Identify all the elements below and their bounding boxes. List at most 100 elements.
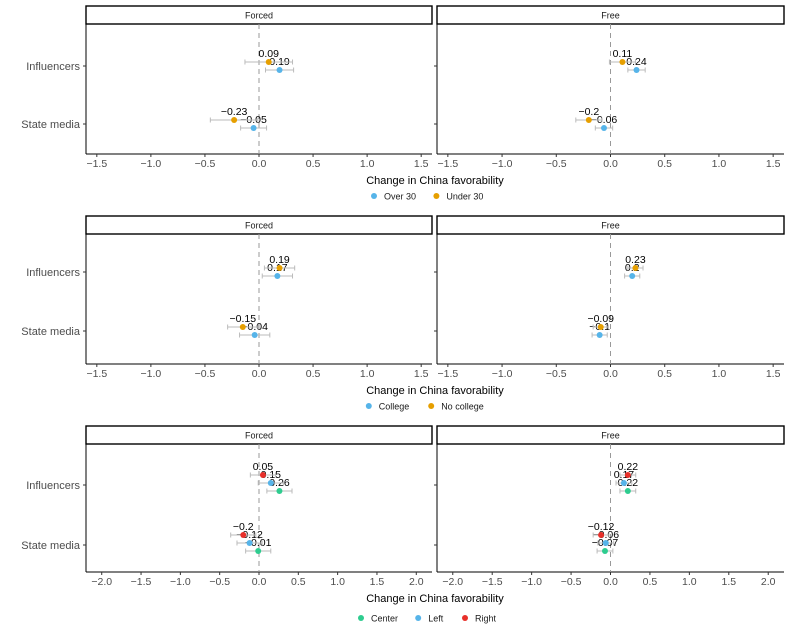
chart3-legend-swatch-center <box>358 615 364 621</box>
chart1-free-over-30-influencers-point <box>633 67 640 73</box>
chart2-forced-x-tick-label: 0.0 <box>252 368 267 380</box>
chart2-free-no-college-influencers-data-label: 0.23 <box>625 254 646 266</box>
chart1-free-x-tick-label: −1.5 <box>437 158 458 170</box>
chart1-free-x-tick-label: −0.5 <box>546 158 567 170</box>
chart3-forced-strip-label: Forced <box>245 431 273 441</box>
chart3-forced-x-tick-label: −0.5 <box>209 576 230 588</box>
chart1-forced-x-tick-label: 1.5 <box>414 158 429 170</box>
chart1-free-under-30-influencers-point <box>619 59 626 65</box>
chart1-free-x-tick-label: 1.5 <box>766 158 781 170</box>
chart2-forced-no-college-influencers-data-label: 0.19 <box>269 254 290 266</box>
chart1-forced-under-30-state-media-point <box>231 117 238 123</box>
chart1-free-strip-label: Free <box>601 11 620 21</box>
chart2-legend-swatch-college <box>365 403 372 409</box>
chart1-forced-under-30-influencers-data-label: 0.09 <box>259 48 280 60</box>
chart3-legend-label-left: Left <box>428 614 444 624</box>
chart3-free-center-influencers-point <box>624 488 631 494</box>
chart3-forced-x-tick-label: 2.0 <box>409 576 424 588</box>
chart2-free-no-college-influencers-point <box>632 265 639 271</box>
chart3-free-x-tick-label: 0.5 <box>643 576 658 588</box>
chart3-free-left-state-media-point <box>602 540 609 546</box>
chart1-legend-swatch-under-30 <box>433 193 440 199</box>
chart1-forced-under-30-influencers-point <box>265 59 272 65</box>
chart1-free-under-30-state-media-point <box>585 117 592 123</box>
chart3-forced-x-tick-label: 1.5 <box>370 576 385 588</box>
chart3-forced-center-influencers-point <box>276 488 283 494</box>
chart3-forced-x-tick-label: 0.0 <box>252 576 267 588</box>
chart2-forced-x-tick-label: −0.5 <box>195 368 216 380</box>
chart1-forced-over-30-state-media-point <box>250 125 257 131</box>
chart3-free-x-tick-label: 2.0 <box>761 576 776 588</box>
chart2-forced-no-college-state-media-point <box>239 324 246 330</box>
chart1-free-over-30-state-media-point <box>600 125 607 131</box>
chart3-free-strip-label: Free <box>601 431 620 441</box>
chart1-free-under-30-influencers-data-label: 0.11 <box>613 48 633 60</box>
chart2-free-x-tick-label: −0.5 <box>546 368 567 380</box>
chart3-legend-label-center: Center <box>371 614 398 624</box>
chart2-forced-x-tick-label: −1.0 <box>141 368 162 380</box>
chart3-free-right-state-media-data-label: −0.12 <box>588 521 615 533</box>
chart1-forced-strip-label: Forced <box>245 11 273 21</box>
chart2-forced-strip-label: Forced <box>245 221 273 231</box>
chart1-free-over-30-state-media-data-label: −0.06 <box>591 114 618 126</box>
chart3-free-x-tick-label: 1.0 <box>682 576 697 588</box>
chart3-forced-left-state-media-point <box>246 540 253 546</box>
chart1-forced-x-tick-label: −1.5 <box>86 158 107 170</box>
chart2-free-x-tick-label: 0.0 <box>603 368 618 380</box>
chart3-forced-x-tick-label: −2.0 <box>91 576 112 588</box>
chart3-free-x-tick-label: 0.0 <box>603 576 618 588</box>
chart3-forced-right-state-media-data-label: −0.2 <box>233 521 254 533</box>
chart2-free-college-state-media-point <box>596 332 603 338</box>
chart3-forced-x-tick-label: 1.0 <box>330 576 345 588</box>
chart2-free-x-tick-label: −1.5 <box>437 368 458 380</box>
chart1-free-x-tick-label: 0.0 <box>603 158 618 170</box>
chart2-free-college-influencers-point <box>629 273 636 279</box>
chart3-free-x-tick-label: −0.5 <box>561 576 582 588</box>
chart3-legend-label-right: Right <box>475 614 497 624</box>
chart2-legend-label-college: College <box>379 402 410 412</box>
chart2-forced-no-college-state-media-data-label: −0.15 <box>229 313 256 325</box>
chart3-y-tick-label-state-media: State media <box>21 540 81 552</box>
chart3-forced-right-state-media-point <box>240 532 247 538</box>
chart1-forced-under-30-state-media-data-label: −0.23 <box>221 106 248 118</box>
chart2-forced-x-tick-label: 1.5 <box>414 368 429 380</box>
chart1-y-tick-label-state-media: State media <box>21 119 81 131</box>
chart2-x-axis-title: Change in China favorability <box>366 385 504 397</box>
chart2-free-no-college-state-media-data-label: −0.09 <box>587 313 614 325</box>
chart3-free-right-influencers-point <box>624 472 631 478</box>
chart2-free-x-tick-label: 1.5 <box>766 368 781 380</box>
chart3-free-right-influencers-data-label: 0.22 <box>618 461 639 473</box>
chart1-forced-x-tick-label: −1.0 <box>141 158 162 170</box>
chart3-forced-x-tick-label: −1.5 <box>131 576 152 588</box>
chart2-free-x-tick-label: 0.5 <box>657 368 672 380</box>
chart1-x-axis-title: Change in China favorability <box>366 175 504 187</box>
chart2-y-tick-label-influencers: Influencers <box>26 267 80 279</box>
chart1-legend-label-over-30: Over 30 <box>384 192 416 202</box>
chart3-forced-x-tick-label: −1.0 <box>170 576 191 588</box>
chart1-legend-label-under-30: Under 30 <box>446 192 483 202</box>
chart3-free-x-tick-label: −1.0 <box>521 576 542 588</box>
chart2-legend-swatch-no-college <box>428 403 435 409</box>
chart3-forced-right-influencers-point <box>259 472 266 478</box>
chart1-forced-x-tick-label: 0.5 <box>306 158 321 170</box>
chart3-free-x-tick-label: 1.5 <box>721 576 736 588</box>
chart2-y-tick-label-state-media: State media <box>21 326 81 338</box>
chart1-free-under-30-state-media-data-label: −0.2 <box>578 106 599 118</box>
chart1-free-over-30-influencers-data-label: 0.24 <box>626 56 647 68</box>
chart1-legend-swatch-over-30 <box>371 193 377 199</box>
chart1-forced-over-30-influencers-point <box>276 67 283 73</box>
chart3-y-tick-label-influencers: Influencers <box>26 480 80 492</box>
chart1-free-x-tick-label: −1.0 <box>492 158 513 170</box>
chart2-legend-label-no-college: No college <box>441 402 484 412</box>
chart2-forced-college-influencers-point <box>274 273 281 279</box>
chart3-free-left-influencers-point <box>620 480 627 486</box>
chart3-free-right-state-media-point <box>598 532 605 538</box>
chart1-free-x-tick-label: 0.5 <box>657 158 672 170</box>
chart3-forced-right-influencers-data-label: 0.05 <box>253 461 274 473</box>
chart1-forced-x-tick-label: −0.5 <box>195 158 216 170</box>
chart3-free-center-state-media-point <box>601 548 608 554</box>
chart3-x-axis-title: Change in China favorability <box>366 593 504 605</box>
chart2-forced-no-college-influencers-point <box>276 265 283 271</box>
chart2-free-no-college-state-media-point <box>597 324 604 330</box>
